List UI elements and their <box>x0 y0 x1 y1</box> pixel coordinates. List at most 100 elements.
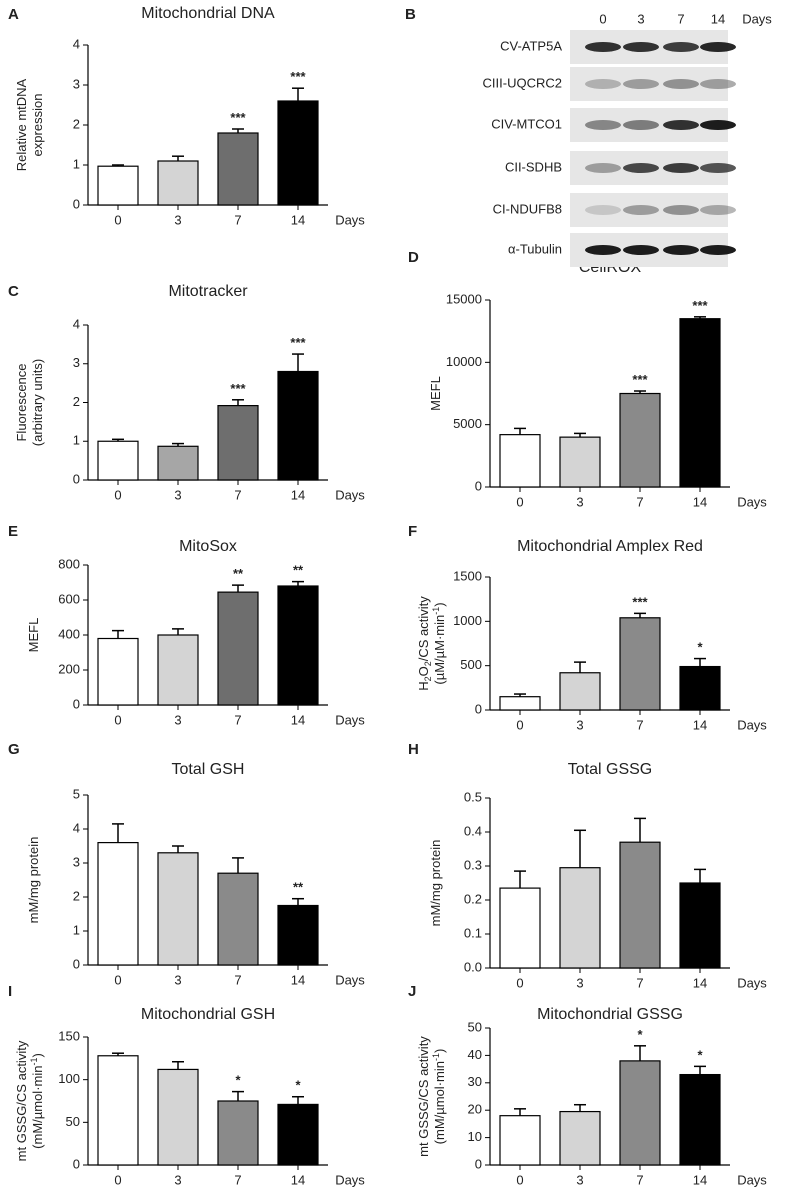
y-axis-label: H2O2/CS activity <box>416 596 433 691</box>
lane-label: 14 <box>711 11 725 26</box>
x-tick-label: 3 <box>174 1172 181 1187</box>
y-axis-label-part: mM/mg protein <box>428 840 443 927</box>
y-axis-label-part: /CS activity <box>416 596 431 662</box>
y-axis-label: (mM/µmol·min-1) <box>431 1049 447 1145</box>
panel-label: F <box>408 523 417 540</box>
blot-band <box>700 120 736 130</box>
y-tick-label: 10 <box>468 1129 482 1144</box>
y-tick-label: 2 <box>73 116 80 131</box>
x-tick-label: 14 <box>291 487 305 502</box>
x-tick-label: 0 <box>516 717 523 732</box>
significance: * <box>697 1047 703 1062</box>
y-tick-label: 30 <box>468 1074 482 1089</box>
lane-label: 7 <box>677 11 684 26</box>
bar <box>679 1073 721 1166</box>
bar <box>217 132 259 206</box>
y-axis-label-part: 2 <box>423 676 433 681</box>
y-axis-label-part: O <box>416 666 431 676</box>
x-tick-label: 14 <box>693 1172 707 1187</box>
y-tick-label: 4 <box>73 36 80 51</box>
x-tick-label: 7 <box>636 975 643 990</box>
blot-band <box>663 42 699 52</box>
y-axis-label-part: MEFL <box>428 376 443 411</box>
y-tick-label: 200 <box>58 661 80 676</box>
y-axis-label-part: mt GSSG/CS activity <box>416 1036 431 1157</box>
y-axis-label-part: -1 <box>431 607 441 615</box>
bar <box>679 318 721 488</box>
blot-band <box>585 205 621 215</box>
y-axis-label: (arbitrary units) <box>30 359 45 446</box>
y-tick-label: 0.2 <box>464 891 482 906</box>
bar <box>277 100 319 206</box>
x-tick-label: 7 <box>234 712 241 727</box>
bar <box>679 665 721 711</box>
x-tick-label: 3 <box>576 975 583 990</box>
y-tick-label: 0 <box>73 471 80 486</box>
x-tick-label: 0 <box>516 494 523 509</box>
lane-title: Days <box>742 11 772 26</box>
chart-title: Mitochondrial GSSG <box>537 1006 683 1023</box>
y-axis-label-part: (arbitrary units) <box>30 359 45 446</box>
blot-band <box>623 79 659 89</box>
x-tick-label: 0 <box>114 1172 121 1187</box>
x-axis-label: Days <box>737 717 767 732</box>
y-axis-label-part: (mM/µmol·min <box>30 1066 45 1149</box>
y-tick-label: 1 <box>73 433 80 448</box>
blot-band <box>623 245 659 255</box>
y-tick-label: 0.1 <box>464 925 482 940</box>
x-tick-label: 3 <box>576 1172 583 1187</box>
x-axis-label: Days <box>737 494 767 509</box>
blot-band <box>585 79 621 89</box>
bar <box>679 882 721 969</box>
x-axis-label: Days <box>737 975 767 990</box>
bar <box>619 617 661 711</box>
significance: ** <box>293 563 304 578</box>
panel-label: B <box>405 6 416 23</box>
y-axis-label-part: expression <box>30 94 45 157</box>
y-tick-label: 0.0 <box>464 959 482 974</box>
x-tick-label: 7 <box>234 487 241 502</box>
bar <box>277 904 319 966</box>
chart-title: Total GSH <box>172 761 245 778</box>
bar <box>277 1103 319 1166</box>
bar <box>217 405 259 481</box>
bar <box>217 591 259 706</box>
y-axis-label: (mM/µmol·min-1) <box>29 1053 45 1149</box>
bar <box>559 672 601 711</box>
y-tick-label: 1500 <box>453 568 482 583</box>
y-axis-label: mt GSSG/CS activity <box>14 1040 29 1161</box>
bar <box>97 637 139 706</box>
y-axis-label-part: ) <box>432 602 447 606</box>
y-tick-label: 2 <box>73 394 80 409</box>
blot-band <box>585 245 621 255</box>
significance: *** <box>230 381 246 396</box>
significance: * <box>295 1078 301 1093</box>
bar <box>217 1100 259 1166</box>
panel-label: D <box>408 249 419 266</box>
y-tick-label: 4 <box>73 820 80 835</box>
bar <box>619 1060 661 1166</box>
x-tick-label: 0 <box>516 1172 523 1187</box>
y-tick-label: 0.3 <box>464 857 482 872</box>
significance: *** <box>632 372 648 387</box>
blot-band <box>700 42 736 52</box>
blot-band <box>585 42 621 52</box>
y-axis-label: Fluorescence <box>14 363 29 441</box>
y-tick-label: 100 <box>58 1071 80 1086</box>
bar <box>157 160 199 206</box>
y-tick-label: 3 <box>73 854 80 869</box>
bar <box>559 867 601 969</box>
y-axis-label: mM/mg protein <box>26 837 41 924</box>
y-axis-label-part: mt GSSG/CS activity <box>14 1040 29 1161</box>
x-tick-label: 7 <box>234 1172 241 1187</box>
bar <box>157 1068 199 1166</box>
y-tick-label: 400 <box>58 626 80 641</box>
y-tick-label: 3 <box>73 355 80 370</box>
x-tick-label: 0 <box>516 975 523 990</box>
x-tick-label: 14 <box>693 975 707 990</box>
y-tick-label: 0 <box>475 701 482 716</box>
y-axis-label-part: Fluorescence <box>14 363 29 441</box>
chart-title: Mitochondrial DNA <box>141 5 275 22</box>
significance: *** <box>230 110 246 125</box>
y-tick-label: 3 <box>73 76 80 91</box>
